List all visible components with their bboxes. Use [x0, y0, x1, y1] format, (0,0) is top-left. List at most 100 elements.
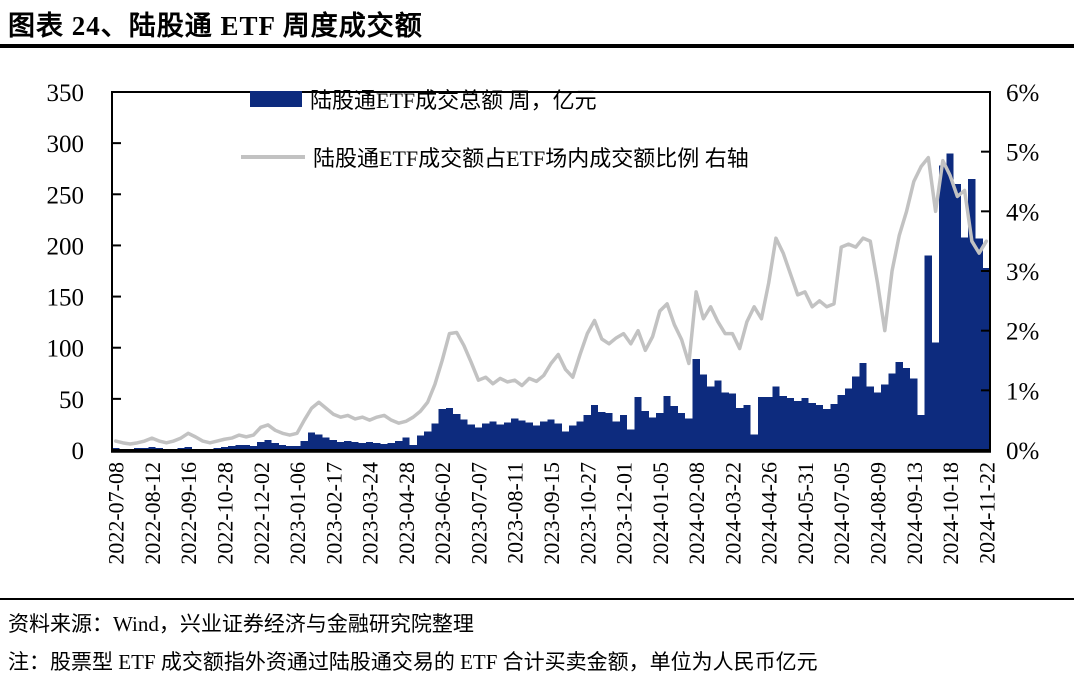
volume-bar	[351, 441, 359, 450]
volume-bar	[569, 425, 577, 450]
volume-bar	[641, 411, 649, 450]
right-axis-label: 4%	[1006, 199, 1039, 226]
left-axis-label: 150	[47, 285, 85, 312]
source-note: 资料来源：Wind，兴业证券经济与金融研究院整理	[8, 612, 474, 636]
volume-bar	[344, 440, 352, 450]
volume-bar	[619, 415, 628, 450]
x-axis-label: 2024-05-31	[793, 462, 818, 565]
volume-bar	[931, 342, 940, 450]
volume-bar	[823, 409, 831, 450]
volume-bar	[750, 434, 758, 450]
left-axis-label: 200	[47, 233, 85, 260]
left-axis-label: 350	[47, 80, 85, 107]
x-axis-label: 2023-04-28	[394, 462, 419, 565]
volume-bar	[322, 437, 330, 450]
volume-bar	[329, 439, 337, 450]
ratio-line	[113, 155, 989, 446]
volume-bar	[728, 393, 737, 450]
left-axis-label: 250	[47, 182, 85, 209]
volume-bar	[612, 421, 620, 450]
volume-bar	[576, 421, 584, 450]
volume-bar	[590, 404, 599, 450]
volume-bar	[511, 418, 519, 450]
volume-bar	[801, 397, 809, 450]
volume-bar	[924, 255, 932, 450]
volume-bar	[336, 441, 345, 450]
volume-bar	[474, 427, 483, 450]
volume-bar	[365, 441, 374, 450]
volume-bar	[148, 446, 156, 450]
volume-bar	[518, 420, 526, 450]
volume-bar	[561, 431, 570, 450]
bar-series-swatch	[250, 91, 302, 107]
volume-bar	[416, 435, 425, 450]
volume-bar	[656, 413, 664, 450]
volume-bar	[177, 447, 185, 450]
right-axis-label: 3%	[1006, 259, 1039, 286]
title-divider	[0, 44, 1074, 48]
volume-bar	[380, 443, 388, 450]
right-axis-label: 2%	[1006, 319, 1039, 346]
volume-bar	[779, 395, 787, 450]
volume-bar	[830, 403, 838, 450]
volume-bar	[496, 424, 504, 450]
x-axis-label: 2024-09-13	[902, 462, 927, 565]
volume-bar	[278, 444, 287, 450]
volume-bar	[844, 388, 853, 450]
volume-bar	[982, 267, 990, 450]
volume-bar	[765, 396, 773, 450]
volume-bar	[605, 413, 613, 450]
volume-bar	[975, 238, 983, 450]
volume-bar	[373, 442, 381, 450]
volume-bar	[242, 444, 250, 450]
volume-bar	[743, 404, 751, 450]
x-axis-label: 2022-09-16	[176, 462, 201, 565]
right-axis-label: 5%	[1006, 140, 1039, 167]
volume-bar	[953, 184, 961, 450]
volume-bar	[554, 423, 562, 450]
volume-bar	[815, 404, 824, 450]
volume-bar	[881, 384, 889, 450]
volume-bar	[794, 400, 802, 450]
left-axis-label: 300	[47, 131, 85, 158]
volume-bar	[859, 363, 867, 450]
x-axis-label: 2023-08-11	[503, 462, 528, 564]
chart-legend: 陆股通ETF成交总额 周，亿元 陆股通ETF成交额占ETF场内成交额比例 右轴	[241, 84, 749, 200]
volume-bar	[917, 415, 925, 450]
x-axis-label: 2022-12-02	[249, 462, 274, 565]
x-axis-label: 2024-02-08	[684, 462, 709, 565]
volume-bar	[503, 422, 512, 450]
bar-series-label: 陆股通ETF成交总额 周，亿元	[310, 88, 597, 113]
volume-bar	[910, 378, 918, 450]
footer-divider	[0, 598, 1074, 600]
x-axis-label: 2024-03-22	[720, 462, 745, 565]
volume-bar	[670, 406, 678, 450]
volume-bar	[453, 414, 461, 450]
volume-bar	[213, 447, 221, 450]
x-axis-label: 2024-10-18	[938, 462, 963, 565]
x-axis-label: 2022-07-08	[104, 462, 129, 565]
volume-bar	[663, 395, 671, 450]
volume-bar	[808, 402, 816, 450]
left-axis-label: 50	[59, 387, 84, 414]
right-axis-label: 6%	[1006, 80, 1039, 107]
x-axis-label: 2023-10-27	[575, 462, 600, 565]
x-axis-label: 2023-01-06	[285, 462, 310, 565]
volume-bar	[902, 368, 911, 450]
x-axis-label: 2023-03-24	[358, 462, 383, 565]
x-axis-label: 2023-12-01	[612, 462, 637, 565]
volume-bar	[141, 447, 149, 450]
volume-bar	[235, 444, 243, 450]
volume-bar	[402, 437, 410, 450]
volume-bar	[409, 444, 417, 450]
volume-bar	[837, 394, 845, 450]
volume-bar	[155, 447, 163, 450]
footnote: 注：股票型 ETF 成交额指外资通过陆股通交易的 ETF 合计买卖金额，单位为人…	[8, 650, 818, 674]
volume-bar	[627, 429, 635, 450]
volume-bar	[757, 396, 766, 450]
volume-bar	[939, 165, 947, 450]
volume-bar	[648, 417, 657, 450]
volume-bar	[946, 153, 954, 450]
volume-bar	[547, 419, 555, 450]
